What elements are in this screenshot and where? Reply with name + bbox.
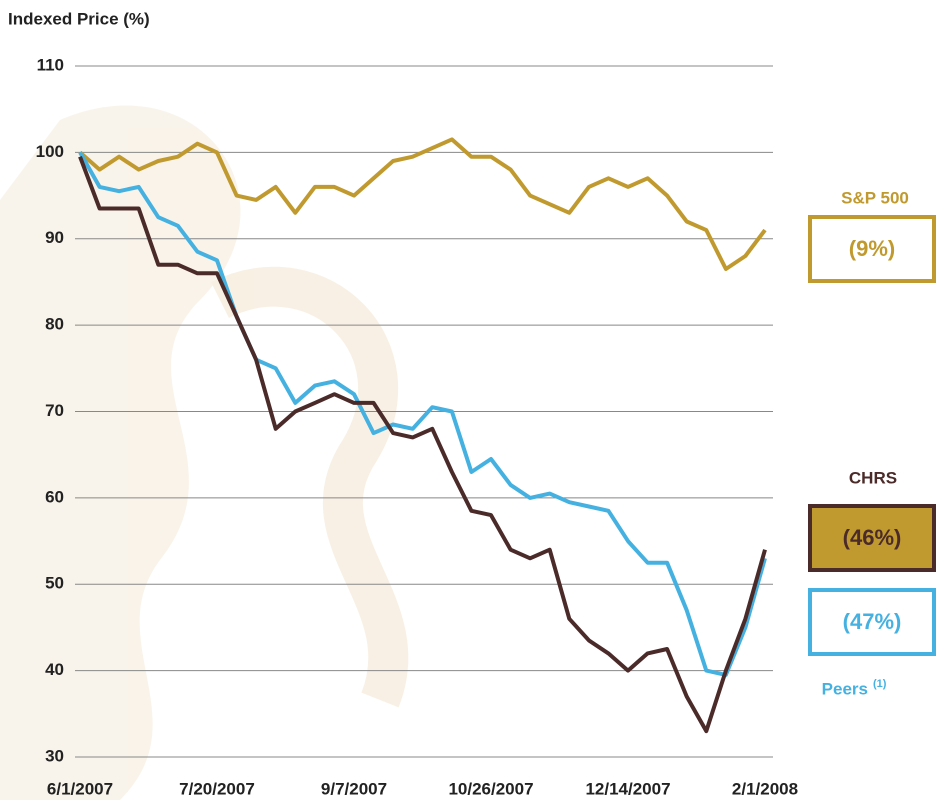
- change-label: (47%): [843, 609, 902, 634]
- y-tick-label: 70: [45, 401, 64, 420]
- x-tick-label: 9/7/2007: [321, 779, 387, 798]
- change-label: (9%): [849, 236, 895, 261]
- y-tick-label: 100: [36, 142, 64, 161]
- change-label: (46%): [843, 525, 902, 550]
- x-tick-label: 10/26/2007: [448, 779, 533, 798]
- x-tick-label: 12/14/2007: [585, 779, 670, 798]
- y-tick-label: 90: [45, 228, 64, 247]
- x-tick-label: 2/1/2008: [732, 779, 798, 798]
- legend-label: S&P 500: [841, 188, 909, 207]
- y-tick-label: 110: [37, 55, 64, 74]
- y-tick-label: 30: [45, 746, 64, 765]
- y-tick-label: 40: [45, 660, 64, 679]
- background-decoration: [0, 106, 388, 800]
- x-tick-label: 6/1/2007: [47, 779, 113, 798]
- x-tick-label: 7/20/2007: [179, 779, 255, 798]
- y-tick-label: 80: [45, 315, 64, 334]
- y-tick-label: 50: [45, 574, 64, 593]
- series-line: [80, 152, 765, 675]
- y-tick-label: 60: [45, 487, 64, 506]
- legend-label: CHRS: [849, 468, 897, 487]
- chart: Indexed Price (%) 30 40 50 60 70 80 90 100 110 6/…: [0, 0, 942, 804]
- legend-label: Peers: [822, 679, 868, 698]
- y-axis-title: Indexed Price (%): [8, 9, 150, 28]
- footnote-marker: (1): [873, 678, 887, 690]
